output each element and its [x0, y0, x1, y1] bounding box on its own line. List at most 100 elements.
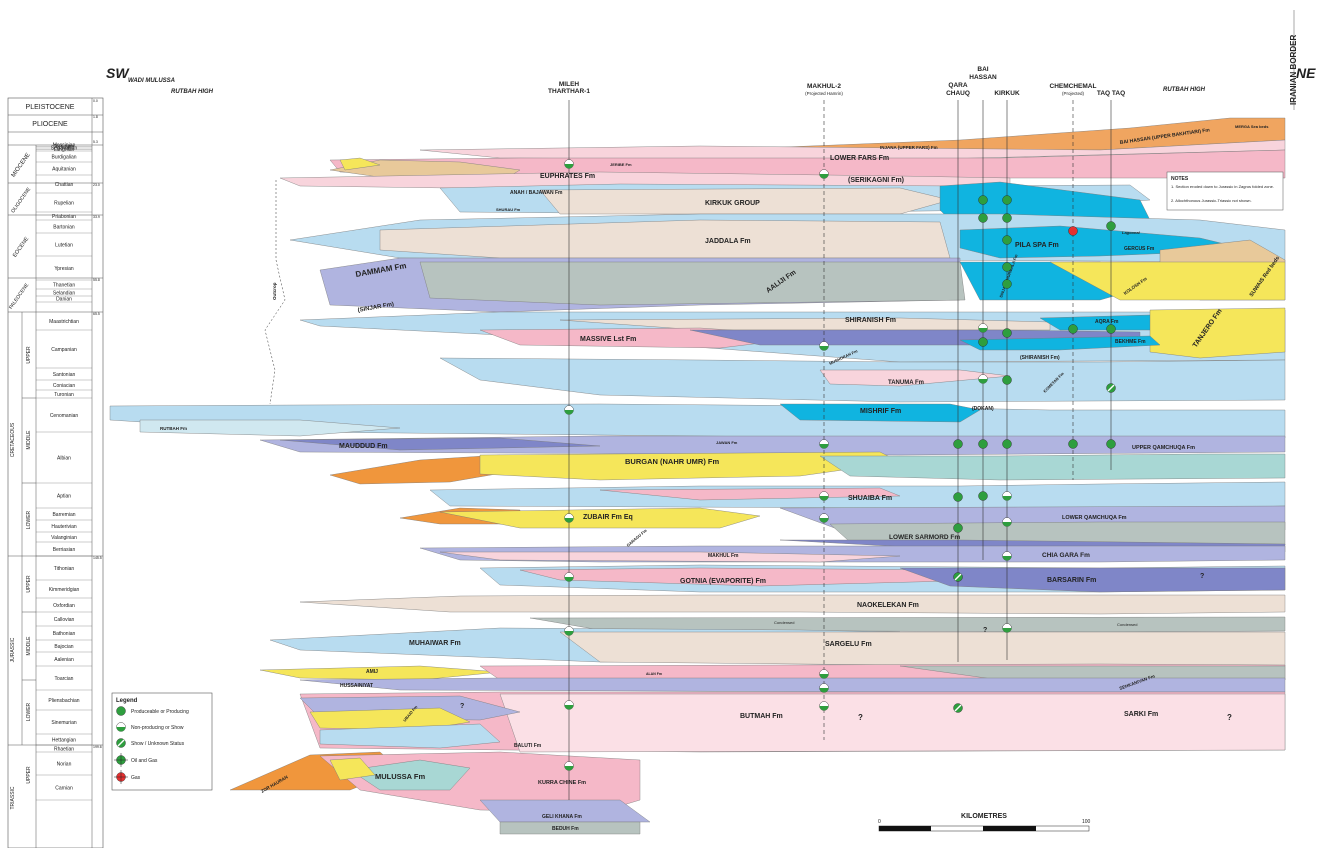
legend-item-show: Non-producing or Show [116, 722, 184, 732]
fm-gotnia: GOTNIA (EVAPORITE) Fm [680, 578, 766, 585]
legend-item-produceable: Produceable or Producing [116, 706, 189, 716]
stage-label: Barremian [52, 512, 75, 518]
fm-jaddala: JADDALA Fm [705, 238, 751, 245]
stage-label: Maastrichtian [49, 319, 79, 325]
stage-label: Rhaetian [54, 746, 74, 752]
well-status-symbol [1002, 328, 1012, 338]
stage-label: Santonian [53, 372, 76, 378]
stage-label: Valanginian [51, 535, 77, 541]
age-label: 199.6 [93, 745, 102, 749]
well-status-symbol [564, 761, 574, 771]
stage-label: Aquitanian [52, 166, 76, 172]
well-status-symbol [819, 683, 829, 693]
fm-shuaiba: SHUAIBA Fm [848, 495, 892, 502]
fm-bekhme: BEKHME Fm [1115, 339, 1146, 345]
fm-naokelekan: NAOKELEKAN Fm [857, 602, 919, 609]
legend-label: Oil and Gas [131, 758, 158, 764]
well-status-symbol [819, 669, 829, 679]
fm-mishrif: MISHRIF Fm [860, 408, 901, 415]
sub-epoch-label: UPPER [26, 766, 32, 784]
stage-label: Hauterivian [51, 524, 77, 530]
well-status-symbol [978, 439, 988, 449]
fm-tanuma: TANUMA Fm [888, 380, 924, 386]
fm-upper-qamchuqa: UPPER QAMCHUQA Fm [1132, 445, 1195, 451]
stage-label: Chattian [55, 182, 74, 188]
epoch-label: JURASSIC [10, 637, 16, 662]
fm-euphrates: EUPHRATES Fm [540, 173, 595, 180]
epoch-label: TRIASSIC [10, 786, 16, 809]
iranian-border-label: IRANIAN BORDER [1289, 35, 1298, 105]
epoch-label: CRETACEOUS [10, 422, 16, 457]
well-label-kirkuk: KIRKUK [994, 90, 1020, 97]
section-header: SW WADI MULUSSA RUTBAH HIGH RUTBAH HIGH … [106, 10, 1316, 110]
fm-mulussa: MULUSSA Fm [375, 772, 425, 781]
age-label: 65.5 [93, 312, 100, 316]
wadi-label: WADI MULUSSA [128, 78, 175, 84]
well-label-mileh: MILEH [559, 81, 580, 88]
stage-label: Norian [57, 761, 72, 767]
well-status-symbol [1002, 375, 1012, 385]
stage-label: Messinian [53, 143, 76, 149]
well-status-symbol [1068, 439, 1078, 449]
fm-gercus: GERCUS Fm [1124, 246, 1155, 252]
stage-label: Bathonian [53, 631, 76, 637]
stage-label: Campanian [51, 347, 77, 353]
stage-label: Cenomanian [50, 413, 79, 419]
scale-max: 100 [1082, 819, 1091, 825]
well-status-symbol [564, 159, 574, 169]
well-status-symbol [1002, 517, 1012, 527]
legend-label: Produceable or Producing [131, 709, 189, 715]
stage-label: Danian [56, 297, 72, 303]
fm-zubair: ZUBAIR Fm Eq [583, 514, 633, 521]
legend-item-unknown: Show / Unknown Status [116, 738, 185, 748]
well-sub-chemchemal: (Projected) [1062, 91, 1085, 96]
notes-item-2: 2. Allochthonous Jurassic-Triassic not s… [1171, 198, 1252, 203]
fm-kurra-chine: KURRA CHINE Fm [538, 780, 586, 786]
fm-beduh: BEDUH Fm [552, 826, 579, 832]
fm-injana: INJANA (UPPER FARS) Fm [880, 145, 938, 150]
legend-label: Non-producing or Show [131, 725, 184, 731]
fm-butmah: BUTMAH Fm [740, 713, 783, 720]
stage-label: Berriasian [53, 547, 76, 553]
stage-label: Kimmeridgian [49, 587, 80, 593]
stage-label: Serravallian [51, 146, 78, 152]
fm-shiranish2: (SHIRANISH Fm) [1020, 355, 1060, 361]
well-status-symbol [953, 492, 963, 502]
stage-label: Bajocian [54, 644, 73, 650]
fm-sarki: SARKI Fm [1124, 711, 1158, 718]
rutbah-high-left: RUTBAH HIGH [171, 89, 214, 95]
formation-bands [109, 117, 1286, 835]
fm-mauddud: MAUDDUD Fm [339, 443, 388, 450]
well-status-symbol [1002, 279, 1012, 289]
well-status-symbol [953, 439, 963, 449]
fm-geli-khana: GELI KHANA Fm [542, 814, 582, 820]
fm-jeribe: JERIBE Fm [610, 162, 632, 167]
fm-muhaiwar: MUHAIWAR Fm [409, 640, 461, 647]
ne-label: NE [1296, 65, 1316, 81]
well-status-symbol [819, 439, 829, 449]
legend-item-oil-gas: Oil and Gas [114, 753, 158, 767]
age-label: 5.3 [93, 140, 98, 144]
stage-label: Albian [57, 455, 71, 461]
rutbah-high-right: RUTBAH HIGH [1163, 87, 1206, 93]
fm-shurau: SHURAU Fm [496, 207, 521, 212]
age-label: 1.8 [93, 115, 98, 119]
fm-aqra: AQRA Fm [1095, 319, 1119, 325]
well-sub-makhul: (Projected Hamrin) [805, 91, 843, 96]
notes-item-1: 1. Section eroded down to Jurassic in Za… [1171, 184, 1274, 189]
well-label-qara-1: QARA [948, 82, 967, 89]
well-status-symbol [1106, 221, 1116, 231]
well-label-mileh-2: THARTHAR-1 [548, 88, 590, 95]
age-label: 0.0 [93, 99, 98, 103]
well-status-symbol [1002, 551, 1012, 561]
fm-amij: AMIJ [366, 669, 378, 675]
well-status-symbol [1002, 235, 1012, 245]
fm-anah: ANAH / BAJAWAN Fm [510, 190, 563, 196]
fm-kirkuk-group: KIRKUK GROUP [705, 200, 760, 207]
well-status-symbol [1068, 324, 1078, 334]
well-status-symbol [978, 213, 988, 223]
stage-label: Langhian [54, 147, 75, 153]
stage-label: Carnian [55, 785, 73, 791]
fm-dokan: (DOKAN) [972, 406, 994, 412]
well-label-makhul: MAKHUL-2 [807, 83, 841, 90]
